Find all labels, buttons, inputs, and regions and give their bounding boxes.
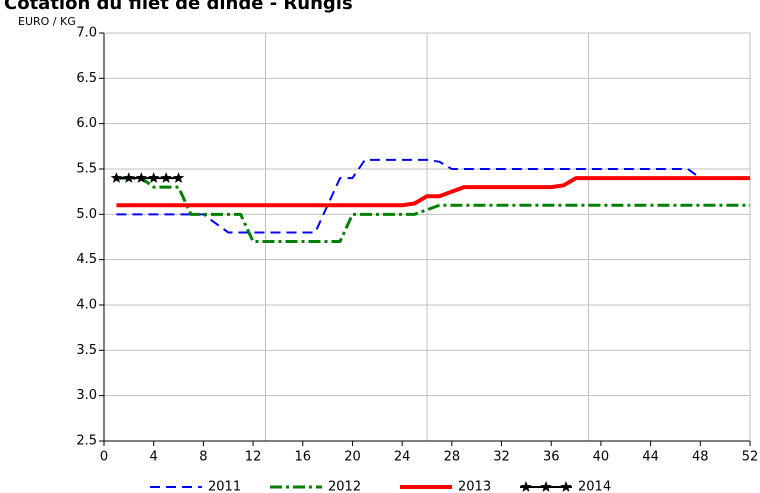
x-tick-label: 44 [642,450,659,465]
star-marker [160,172,172,183]
y-tick-label: 6.5 [76,71,97,86]
series-line [116,158,750,234]
y-tick-label: 3.5 [76,343,97,358]
legend-label: 2011 [208,480,241,493]
star-marker [123,172,135,183]
y-tick-label: 5.5 [76,162,97,177]
y-tick-label: 6.0 [76,116,97,131]
y-tick-label: 4.0 [76,298,97,313]
x-tick-label: 36 [543,450,560,465]
x-tick-label: 40 [593,450,610,465]
y-tick-label: 5.0 [76,207,97,222]
x-tick-label: 24 [394,450,411,465]
y-tick-label: 3.0 [76,388,97,403]
series-line [116,176,750,208]
legend-star [520,481,532,492]
x-tick-label: 32 [493,450,510,465]
star-marker [110,172,123,183]
star-marker [148,172,160,183]
legend-label: 2014 [578,480,611,493]
star-marker [172,172,185,183]
x-tick-label: 8 [199,450,207,465]
chart-title: Cotation du filet de dinde - Rungis [4,0,353,14]
x-tick-label: 12 [245,450,262,465]
y-axis-label: EURO / KG [18,15,76,28]
legend-label: 2012 [328,480,361,493]
star-marker [135,172,147,183]
x-tick-label: 28 [444,450,461,465]
series-line [116,176,750,244]
x-tick-label: 20 [344,450,361,465]
x-tick-label: 16 [294,450,311,465]
x-tick-label: 52 [742,450,759,465]
x-tick-label: 48 [692,450,709,465]
x-tick-label: 0 [100,450,108,465]
x-tick-label: 4 [150,450,158,465]
legend-label: 2013 [458,480,491,493]
legend-star [540,481,552,492]
y-tick-label: 2.5 [76,434,97,449]
legend-star [560,481,572,492]
y-tick-label: 4.5 [76,252,97,267]
y-tick-label: 7.0 [76,26,97,41]
